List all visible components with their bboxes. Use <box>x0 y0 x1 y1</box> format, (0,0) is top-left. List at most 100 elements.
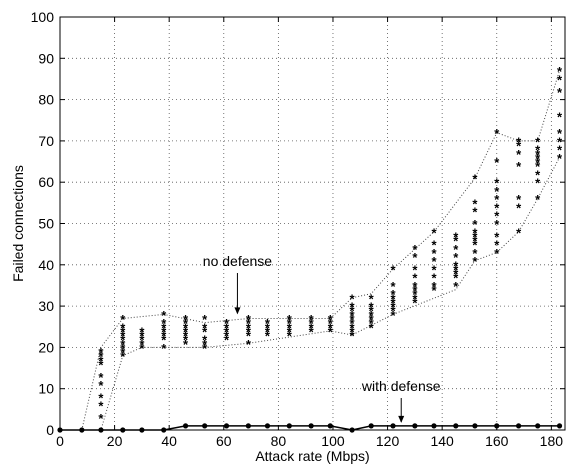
no-defense-point: * <box>309 316 315 331</box>
no-defense-point: * <box>494 217 500 232</box>
with-defense-point <box>245 423 251 429</box>
no-defense-point: * <box>369 316 375 331</box>
no-defense-point: * <box>98 357 104 372</box>
y-tick-label: 30 <box>38 298 54 314</box>
no-defense-point: * <box>309 320 315 335</box>
no-defense-point: * <box>494 176 500 191</box>
envelope-upper-line <box>81 70 560 431</box>
x-tick-label: 120 <box>376 433 400 449</box>
no-defense-point: * <box>453 242 459 257</box>
no-defense-point: * <box>287 324 293 339</box>
no-defense-point: * <box>494 192 500 207</box>
no-defense-point: * <box>494 209 500 224</box>
with-defense-point <box>223 423 230 429</box>
no-defense-point: * <box>224 333 230 348</box>
no-defense-point: * <box>412 291 418 306</box>
no-defense-point: * <box>472 234 478 249</box>
no-defense-point: * <box>412 287 418 302</box>
no-defense-point: * <box>139 341 145 356</box>
no-defense-point: * <box>98 399 104 414</box>
x-tick-label: 40 <box>161 433 177 449</box>
no-defense-point: * <box>557 64 563 79</box>
no-defense-point: * <box>535 167 541 182</box>
no-defense-point: * <box>472 205 478 220</box>
x-tick-label: 180 <box>540 433 564 449</box>
no-defense-point: * <box>453 262 459 277</box>
no-defense-point: * <box>161 333 167 348</box>
with-defense-point <box>431 423 437 429</box>
no-defense-point: * <box>557 143 563 158</box>
no-defense-point: * <box>265 329 271 344</box>
no-defense-point: * <box>139 337 145 352</box>
no-defense-point: * <box>224 316 230 331</box>
x-tick-label: 100 <box>321 433 345 449</box>
no-defense-point: * <box>246 324 252 339</box>
no-defense-point: * <box>202 320 208 335</box>
y-tick-label: 60 <box>38 174 54 190</box>
annotation-no-defense-arrow-head <box>234 307 241 315</box>
no-defense-point: * <box>369 320 375 335</box>
x-tick-label: 160 <box>485 433 509 449</box>
no-defense-point: * <box>516 225 522 240</box>
no-defense-point: * <box>453 250 459 265</box>
no-defense-point: * <box>390 304 396 319</box>
with-defense-point <box>327 423 333 429</box>
with-defense-point <box>390 423 396 429</box>
no-defense-point: * <box>412 242 418 257</box>
y-tick-label: 40 <box>38 257 54 273</box>
no-defense-point: * <box>431 238 437 253</box>
annotation-with-defense: with defense <box>361 378 441 394</box>
no-defense-point: * <box>98 345 104 360</box>
no-defense-point: * <box>246 312 252 327</box>
data-points: ********* *******************************… <box>57 64 563 433</box>
no-defense-point: * <box>390 300 396 315</box>
with-defense-point <box>453 423 459 429</box>
no-defense-envelope <box>81 70 560 431</box>
no-defense-point: * <box>139 324 145 339</box>
no-defense-point: * <box>350 304 356 319</box>
x-tick-label: 140 <box>430 433 454 449</box>
no-defense-point: * <box>472 217 478 232</box>
with-defense-point <box>472 423 478 429</box>
no-defense-point: * <box>202 324 208 339</box>
with-defense-point <box>264 423 271 429</box>
no-defense-point: * <box>412 279 418 294</box>
no-defense-point: * <box>120 312 126 327</box>
no-defense-point: * <box>183 329 189 344</box>
no-defense-point: * <box>161 329 167 344</box>
with-defense-point <box>515 423 522 429</box>
no-defense-point: * <box>369 291 375 306</box>
no-defense-point: * <box>98 411 104 426</box>
y-axis-label: Failed connections <box>10 165 26 282</box>
no-defense-point: * <box>557 126 563 141</box>
no-defense-point: * <box>494 200 500 215</box>
no-defense-point: * <box>183 312 189 327</box>
no-defense-point: * <box>535 192 541 207</box>
no-defense-point: * <box>350 329 356 344</box>
no-defense-point: * <box>453 234 459 249</box>
no-defense-point: * <box>120 329 126 344</box>
no-defense-point: * <box>516 200 522 215</box>
tick-labels: 0 20 40 60 80 100 120 140 160 180 0 10 20 30 40 50 60 70 8… <box>31 9 564 449</box>
no-defense-point: * <box>494 184 500 199</box>
no-defense-point: * <box>453 267 459 282</box>
no-defense-point: * <box>287 312 293 327</box>
no-defense-point: * <box>431 225 437 240</box>
no-defense-point: * <box>98 349 104 364</box>
no-defense-point: * <box>453 258 459 273</box>
x-tick-label: 60 <box>216 433 232 449</box>
no-defense-point: * <box>161 316 167 331</box>
no-defense-point: * <box>369 304 375 319</box>
grid <box>60 17 565 430</box>
no-defense-point: * <box>202 337 208 352</box>
no-defense-point: * <box>535 159 541 174</box>
y-tick-label: 90 <box>38 50 54 66</box>
y-tick-label: 0 <box>46 422 54 438</box>
no-defense-point: * <box>557 72 563 87</box>
no-defense-point: * <box>390 295 396 310</box>
no-defense-point: * <box>161 324 167 339</box>
no-defense-point: * <box>265 324 271 339</box>
no-defense-point: * <box>183 333 189 348</box>
no-defense-point: * <box>350 324 356 339</box>
